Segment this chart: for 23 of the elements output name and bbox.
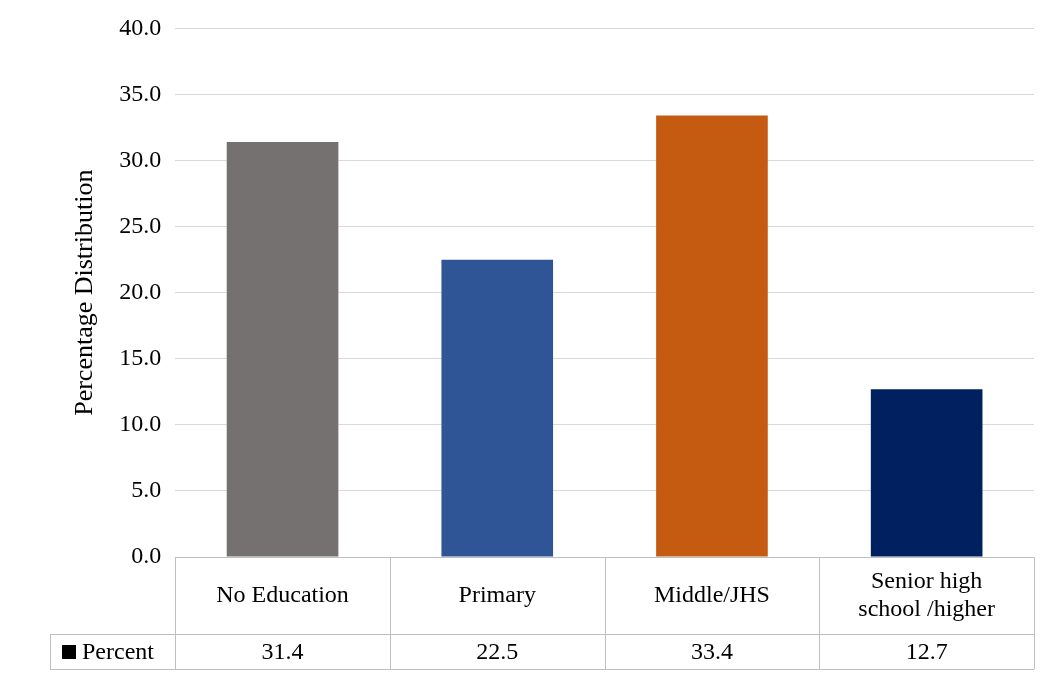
y-axis-title: Percentage Distribution (69, 169, 99, 416)
x-tick-label: Primary (458, 580, 536, 607)
y-tick-label: 40.0 (119, 13, 162, 40)
data-label: 33.4 (690, 637, 733, 664)
bar (656, 115, 768, 557)
y-tick-label: 25.0 (119, 211, 162, 238)
y-tick-label: 0.0 (131, 542, 162, 569)
y-tick-label: 20.0 (119, 278, 162, 304)
data-label: 31.4 (261, 637, 304, 664)
y-tick-label: 15.0 (119, 344, 162, 371)
x-tick-label: Senior high school /higher (858, 566, 995, 621)
data-label: 22.5 (476, 637, 519, 664)
y-tick-label: 10.0 (119, 410, 162, 437)
bar (226, 142, 339, 557)
y-tick-label: 35.0 (119, 79, 162, 106)
bar (441, 259, 554, 557)
y-tick-label: 5.0 (131, 476, 162, 503)
text: Percent (82, 637, 155, 664)
x-tick-label: No Education (216, 580, 349, 607)
y-tick-label: 30.0 (119, 145, 162, 172)
bar (870, 389, 983, 557)
x-tick-label: Middle/JHS (653, 580, 770, 607)
data-label: 12.7 (905, 637, 948, 664)
